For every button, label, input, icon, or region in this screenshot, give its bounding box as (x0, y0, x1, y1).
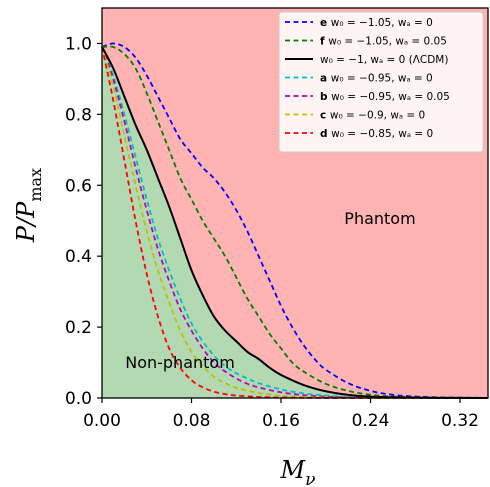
legend-entry: b w₀ = −0.95, wₐ = 0.05 (320, 91, 450, 103)
legend-items: e w₀ = −1.05, wₐ = 0 f w₀ = −1.05, wₐ = 0… (285, 17, 450, 140)
x-axis-label: Mν (280, 456, 316, 487)
series-line-c (101, 46, 489, 399)
series-line-f (101, 45, 489, 399)
y-tick-label: 0.8 (65, 105, 92, 125)
phantom-label: Phantom (344, 209, 415, 228)
legend-frame (278, 11, 484, 153)
legend-entry: c w₀ = −0.9, wₐ = 0 (320, 110, 425, 122)
x-tick-label: 0.16 (262, 411, 300, 431)
y-tick-label: 0.0 (65, 389, 92, 409)
plot-frame (101, 7, 489, 399)
non-phantom-label: Non-phantom (125, 353, 235, 372)
y-tick-label: 0.2 (65, 318, 92, 338)
x-axis-label-subscript: ν (305, 470, 315, 487)
x-tick-label: 0.08 (173, 411, 211, 431)
legend-entry: a w₀ = −0.95, wₐ = 0 (320, 73, 433, 85)
legend-entry: w₀ = −1, wₐ = 0 (ΛCDM) (320, 54, 448, 66)
legend: e w₀ = −1.05, wₐ = 0 f w₀ = −1.05, wₐ = 0… (278, 11, 484, 153)
legend-entry: e w₀ = −1.05, wₐ = 0 (320, 17, 433, 29)
y-axis-label-subscript: max (26, 168, 45, 202)
series-layer (101, 42, 489, 399)
series-line-b (101, 46, 489, 399)
x-axis-ticks: 0.00 0.08 0.16 0.24 0.32 (83, 398, 479, 431)
x-tick-label: 0.32 (441, 411, 479, 431)
x-tick-label: 0.24 (352, 411, 390, 431)
y-tick-label: 1.0 (65, 34, 92, 54)
non-phantom-region (102, 47, 488, 398)
series-line-e (101, 42, 489, 399)
y-axis-ticks: 0.0 0.2 0.4 0.6 0.8 1.0 (65, 34, 102, 409)
y-tick-label: 0.4 (65, 247, 92, 267)
y-axis-label: P/Pmax (12, 168, 45, 243)
series-line-lcdm (101, 46, 489, 399)
y-tick-label: 0.6 (65, 176, 92, 196)
legend-entry: f w₀ = −1.05, wₐ = 0.05 (320, 36, 447, 48)
legend-entry: d w₀ = −0.85, wₐ = 0 (320, 128, 433, 140)
x-tick-label: 0.00 (83, 411, 121, 431)
